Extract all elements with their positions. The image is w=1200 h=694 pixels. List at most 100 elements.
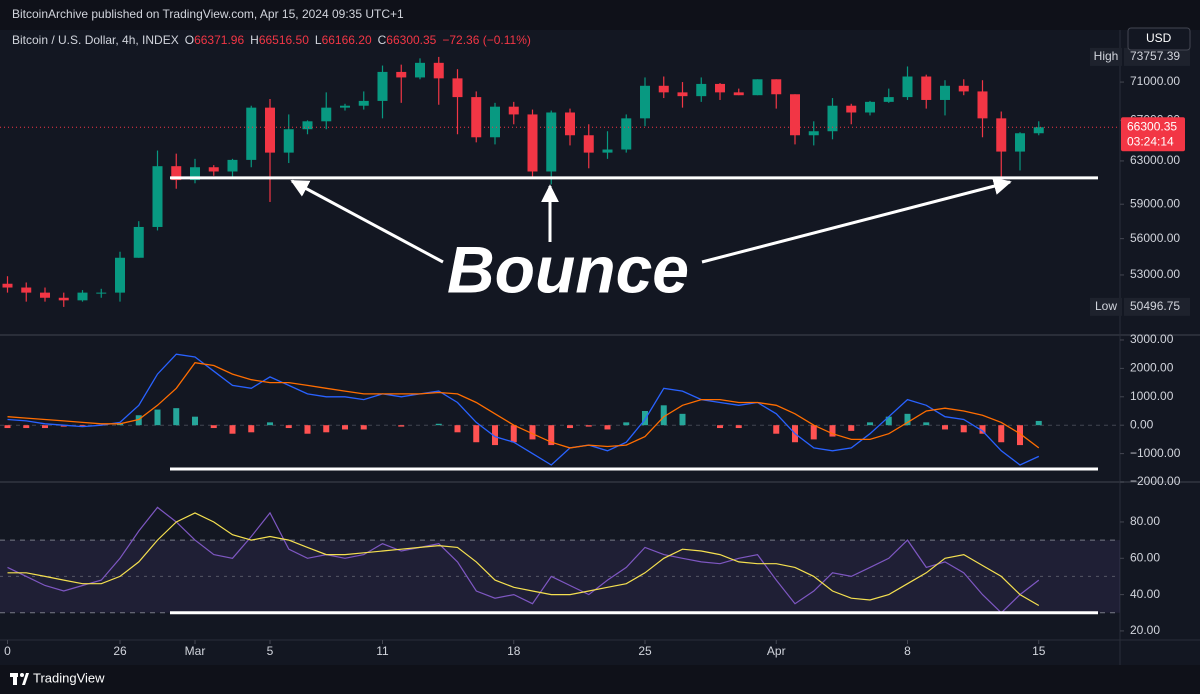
histogram-bar xyxy=(285,425,292,429)
legend-key: H xyxy=(250,33,259,47)
candle-body xyxy=(246,107,257,160)
legend-value: 66300.35 xyxy=(386,33,436,47)
indicator-line xyxy=(7,353,1040,466)
candle-body xyxy=(358,100,369,106)
legend-value: 66166.20 xyxy=(322,33,372,47)
legend-key: L xyxy=(315,33,322,47)
histogram-bar xyxy=(154,409,161,426)
plot: Bitcoin / U.S. Dollar, 4h, INDEX O66371.9… xyxy=(0,33,1190,658)
histogram-bar xyxy=(885,416,892,426)
high-name-tag xyxy=(1090,47,1122,66)
y-tick-label: 53000.00 xyxy=(1130,267,1180,281)
histogram-bar xyxy=(492,425,498,446)
histogram-bar xyxy=(604,425,611,430)
candle-body xyxy=(565,112,575,136)
candle-body xyxy=(133,226,144,258)
histogram-bar xyxy=(679,413,686,426)
low-name: Low xyxy=(1095,299,1117,313)
histogram-bar xyxy=(267,422,273,426)
histogram-bar xyxy=(567,425,573,429)
candle-body xyxy=(190,167,200,181)
candle-body xyxy=(996,118,1007,152)
header-bar xyxy=(0,0,1200,30)
y-tick-label: 20.00 xyxy=(1130,623,1160,637)
high-value: 73757.39 xyxy=(1130,49,1180,63)
histogram-bar xyxy=(867,422,873,426)
candle-body xyxy=(902,76,913,98)
histogram-bar xyxy=(585,425,592,427)
histogram-bar xyxy=(529,425,536,440)
candle-body xyxy=(677,92,688,97)
x-tick-label: Apr xyxy=(767,644,786,658)
candle-body xyxy=(527,114,538,172)
candle-body xyxy=(733,92,744,96)
histogram-bar xyxy=(979,425,986,434)
candle-body xyxy=(396,71,407,78)
currency[interactable]: USD xyxy=(1146,31,1172,45)
histogram-bar xyxy=(23,425,30,429)
histogram-bar xyxy=(248,425,255,433)
histogram-bar xyxy=(435,423,442,426)
histogram-bar xyxy=(510,425,517,443)
y-tick-label: 56000.00 xyxy=(1130,231,1180,245)
candle-body xyxy=(640,85,650,119)
x-tick-label: 15 xyxy=(1032,644,1046,658)
bounce-arrows xyxy=(290,177,1012,264)
x-tick-label: 0 xyxy=(4,644,11,658)
indicator-line xyxy=(7,512,1040,607)
candle-body xyxy=(827,105,838,132)
y-tick-label: 0.00 xyxy=(1130,417,1154,431)
candle-body xyxy=(958,85,969,92)
histogram-bar xyxy=(4,425,11,429)
histogram-bar xyxy=(173,408,180,426)
legend-key: O xyxy=(185,33,194,47)
candle-body xyxy=(58,297,69,301)
candle-body xyxy=(471,97,482,138)
y-tick-label: −2000.00 xyxy=(1130,474,1181,488)
currency-button[interactable] xyxy=(1127,27,1191,51)
candle-body xyxy=(433,62,444,79)
histogram-bar xyxy=(548,425,555,446)
x-tick-label: 18 xyxy=(507,644,521,658)
candle-body xyxy=(658,85,669,93)
candle-body xyxy=(265,107,275,153)
histogram-bar xyxy=(192,416,198,426)
y-tick-label: 63000.00 xyxy=(1130,153,1180,167)
y-tick-label: 71000.00 xyxy=(1130,74,1180,88)
candle-body xyxy=(490,106,500,138)
candle-body xyxy=(883,97,894,102)
footer-brand: TradingView xyxy=(33,670,105,685)
histogram-bar xyxy=(923,422,930,426)
histogram-bar xyxy=(1017,425,1023,446)
histogram-bar xyxy=(810,425,817,440)
histogram-bar xyxy=(79,425,86,427)
candle-body xyxy=(283,129,294,153)
candle-body xyxy=(96,292,107,294)
candle-body xyxy=(790,94,800,136)
histogram-bar xyxy=(454,425,461,433)
candle-body xyxy=(115,257,125,293)
histogram-bar xyxy=(623,422,630,426)
y-tick-label: 59000.00 xyxy=(1130,196,1180,210)
candle-body xyxy=(40,292,50,298)
y-tick-label: 2000.00 xyxy=(1130,361,1174,375)
histogram-bar xyxy=(717,425,723,429)
legend-title: Bitcoin / U.S. Dollar, 4h, INDEX xyxy=(12,33,179,47)
x-tick-label: 11 xyxy=(376,644,389,658)
histogram-bar xyxy=(660,405,667,426)
candle-body xyxy=(415,62,425,78)
candle-body xyxy=(808,131,819,136)
candle-body xyxy=(621,118,632,150)
countdown: 03:24:14 xyxy=(1127,134,1174,148)
candle-body xyxy=(546,112,557,172)
candle-body xyxy=(452,78,463,98)
histogram-bar xyxy=(398,425,405,427)
histogram-bar xyxy=(960,425,967,433)
histogram-bar xyxy=(642,410,648,426)
legend-key: C xyxy=(378,33,387,47)
legend-value: 66371.96 xyxy=(194,33,244,47)
histogram-bar xyxy=(360,425,367,430)
y-tick-label: −1000.00 xyxy=(1130,446,1181,460)
